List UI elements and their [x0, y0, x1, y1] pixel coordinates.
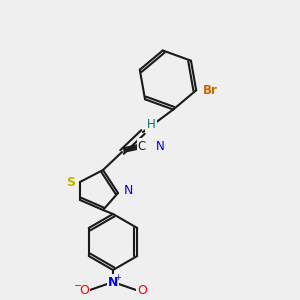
Text: N: N	[108, 275, 118, 289]
Text: N: N	[156, 140, 164, 152]
Text: +: +	[115, 274, 122, 283]
Text: O: O	[137, 284, 147, 296]
Text: O: O	[79, 284, 89, 296]
Text: H: H	[147, 118, 155, 130]
Text: N: N	[123, 184, 133, 197]
Text: Br: Br	[203, 84, 218, 97]
Text: S: S	[67, 176, 76, 188]
Text: C: C	[138, 140, 146, 152]
Text: −: −	[74, 281, 82, 291]
